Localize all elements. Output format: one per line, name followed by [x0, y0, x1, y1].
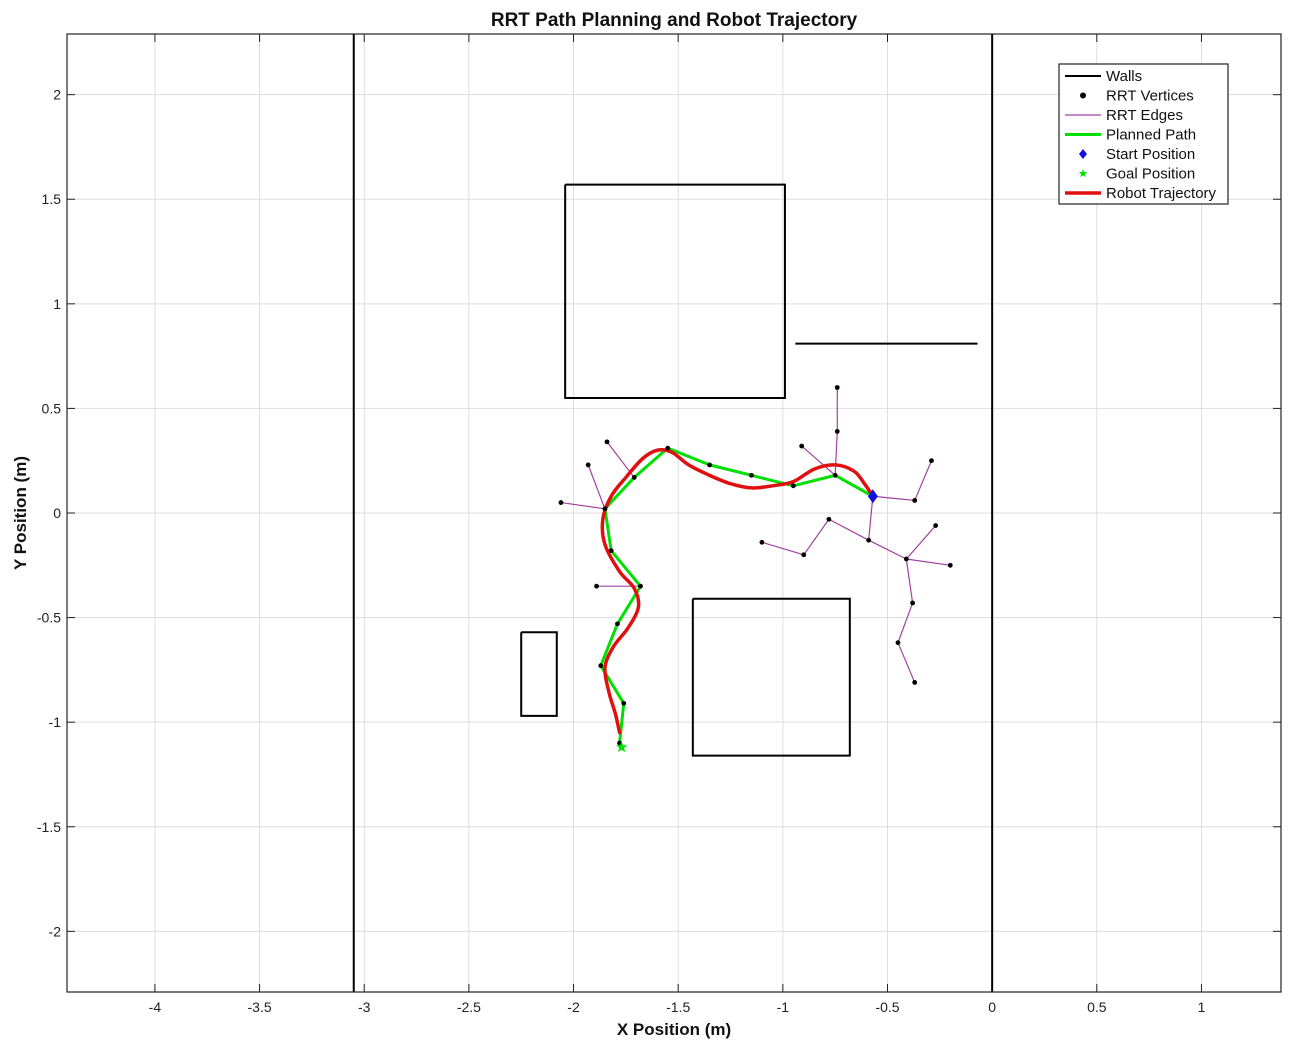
rrt-vertex [799, 443, 805, 449]
rrt-vertex [759, 539, 765, 545]
rrt-vertex [910, 600, 916, 606]
x-tick-label: -3 [358, 999, 371, 1015]
x-tick-label: -3.5 [248, 999, 272, 1015]
rrt-vertex [598, 663, 604, 669]
y-tick-label: -0.5 [37, 610, 61, 626]
rrt-edge [587, 464, 606, 510]
rrt-edge [828, 518, 869, 541]
x-tick-label: -1 [777, 999, 790, 1015]
rrt-vertex [834, 385, 840, 390]
rrt-vertex [631, 475, 637, 480]
rrt-vertex [665, 445, 671, 451]
y-tick-label: -2 [49, 923, 62, 939]
wall-segment [564, 183, 786, 399]
rrt-edge [801, 445, 836, 476]
goal-position-marker [616, 741, 628, 753]
rrt-vertex [912, 680, 918, 685]
rrt-vertex [933, 523, 939, 528]
rrt-edge [560, 501, 606, 510]
rrt-vertex [638, 583, 643, 589]
x-tick-label: -2.5 [457, 999, 481, 1015]
y-tick-label: 1.5 [42, 191, 62, 207]
y-axis-label: Y Position (m) [11, 456, 30, 570]
y-tick-label: -1 [49, 714, 62, 730]
y-tick-label: 0 [53, 505, 61, 521]
rrt-vertex [604, 439, 610, 445]
rrt-edge [905, 525, 937, 560]
rrt-edge [905, 558, 914, 604]
x-tick-label: 0 [988, 999, 996, 1015]
rrt-vertex [558, 500, 564, 505]
chart-title: RRT Path Planning and Robot Trajectory [491, 10, 858, 31]
wall-segment [520, 631, 558, 717]
rrt-vertex [585, 462, 591, 468]
rrt-edge [897, 642, 916, 683]
plot-area: -4 -3.5 -3 -2.5 -2 -1.5 -1 -0.5 0 0.5 1 2 1.5 1 0.5 0 -0… [37, 33, 1282, 1015]
start-position-marker [867, 489, 878, 504]
x-tick-label: 0.5 [1087, 999, 1107, 1015]
x-tick-label: 1 [1198, 999, 1206, 1015]
rrt-vertex [749, 472, 754, 478]
legend-label-path: Planned Path [1106, 127, 1196, 144]
rrt-edge [906, 558, 951, 566]
y-tick-label: 1 [53, 296, 61, 312]
x-tick-label: -4 [149, 999, 162, 1015]
rrt-vertex [707, 462, 712, 468]
rrt-vertex [947, 562, 953, 568]
rrt-vertex [602, 506, 608, 512]
rrt-vertex [834, 429, 840, 434]
legend: Walls RRT Vertices RRT Edges Planned Path St… [1058, 63, 1229, 205]
rrt-vertex [615, 621, 620, 627]
legend-swatch-start [1079, 149, 1087, 159]
legend-label-vertices: RRT Vertices [1106, 88, 1194, 105]
rrt-vertex [594, 583, 599, 589]
robot-trajectory-line [600, 448, 875, 735]
legend-label-start: Start Position [1106, 146, 1195, 163]
rrt-vertex [608, 548, 614, 554]
rrt-vertex [790, 483, 796, 489]
legend-label-walls: Walls [1106, 68, 1142, 85]
x-tick-label: -0.5 [875, 999, 899, 1015]
y-tick-label: -1.5 [37, 819, 61, 835]
legend-swatch-goal [1078, 169, 1088, 178]
rrt-vertex [621, 700, 627, 706]
y-tick-label: 0.5 [42, 400, 62, 416]
rrt-vertex [866, 537, 872, 543]
x-tick-label: -1.5 [666, 999, 690, 1015]
legend-label-trajectory: Robot Trajectory [1106, 185, 1217, 202]
rrt-vertex [929, 458, 934, 464]
rrt-edge [761, 541, 804, 556]
rrt-edge [872, 495, 915, 502]
rrt-vertex [912, 498, 918, 503]
rrt-edge [834, 431, 838, 476]
legend-label-edges: RRT Edges [1106, 107, 1183, 124]
y-tick-label: 2 [53, 87, 61, 103]
x-axis-label: X Position (m) [617, 1020, 731, 1039]
rrt-vertex [801, 552, 807, 558]
axes-frame [66, 33, 1282, 993]
legend-swatch-vertices [1080, 92, 1086, 99]
rrt-edge [914, 460, 933, 501]
legend-label-goal: Goal Position [1106, 166, 1195, 183]
x-tick-label: -2 [567, 999, 580, 1015]
rrt-edge [803, 518, 830, 556]
rrt-vertex [826, 516, 832, 522]
rrt-edge [868, 496, 874, 541]
rrt-vertex [895, 640, 901, 646]
rrt-edge [868, 539, 907, 560]
rrt-vertex [903, 556, 909, 562]
wall-segment [691, 597, 851, 757]
rrt-vertex [832, 472, 838, 478]
rrt-edge [897, 602, 914, 643]
